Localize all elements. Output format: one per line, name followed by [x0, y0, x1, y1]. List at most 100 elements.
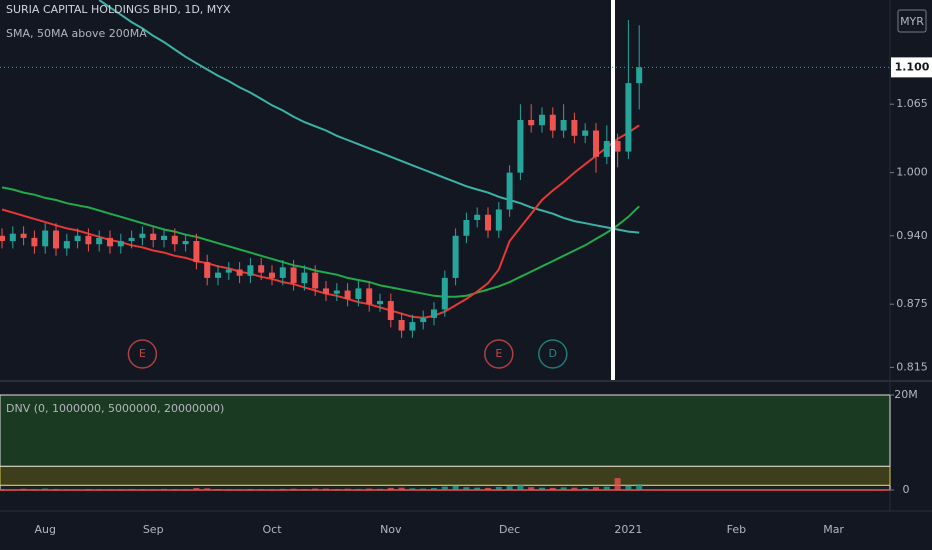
event-marker-label: E [139, 347, 146, 360]
candle-body [258, 265, 265, 273]
volume-bar [258, 489, 265, 490]
volume-bar [506, 486, 513, 490]
candle-body [398, 320, 405, 331]
volume-bar [409, 488, 416, 490]
candle-body [215, 272, 221, 278]
volume-bar [42, 488, 49, 490]
candle-body [506, 172, 513, 210]
volume-bar [636, 484, 643, 490]
volume-bar [441, 486, 448, 490]
y-tick-label: 1.065 [896, 97, 928, 110]
volume-bar [63, 489, 70, 490]
volume-bar [204, 488, 211, 490]
volume-bar [236, 489, 243, 490]
volume-bar [85, 489, 92, 490]
candle-body [377, 301, 383, 305]
volume-bar [107, 489, 113, 490]
volume-bar [117, 489, 124, 490]
candle-body [128, 237, 135, 242]
candle-body [301, 272, 308, 284]
volume-bar [53, 488, 59, 490]
candle-body [560, 120, 567, 131]
x-tick-label: Feb [727, 523, 746, 536]
candle-body [539, 114, 545, 126]
candle-body [463, 220, 470, 236]
volume-bar [366, 488, 373, 490]
candle-body [625, 83, 632, 152]
candle-body [431, 309, 437, 318]
x-tick-label: Oct [262, 523, 282, 536]
candle-body [0, 235, 5, 242]
x-tick-label: Sep [143, 523, 164, 536]
volume-bar [225, 489, 232, 490]
currency-box [897, 9, 927, 33]
candle-body [139, 233, 146, 238]
candle-body [171, 235, 178, 245]
candle-body [20, 233, 27, 238]
volume-bar [31, 489, 38, 490]
candle-body [571, 120, 578, 136]
volume-bar [96, 489, 103, 490]
volume-bar [420, 488, 427, 490]
volume-bar [495, 486, 502, 490]
candle-body [344, 290, 351, 299]
volume-bar [452, 485, 459, 490]
volume-bar [9, 489, 16, 490]
volume-bar [344, 488, 351, 490]
event-marker-label: E [495, 347, 502, 360]
candle-body [31, 237, 38, 247]
volume-bar [603, 486, 610, 490]
volume-bar [528, 487, 535, 490]
candle-body [495, 209, 502, 231]
candle-body [290, 267, 297, 284]
volume-bar [539, 487, 545, 490]
candle-body [474, 214, 481, 220]
dnv-band [0, 465, 891, 486]
moving-average [1, 186, 640, 298]
volume-bar [614, 478, 621, 490]
x-tick-label: Mar [823, 523, 844, 536]
x-tick-label: Aug [34, 523, 55, 536]
candle-body [247, 265, 254, 276]
candle-body [182, 241, 189, 245]
candle-body [528, 120, 535, 126]
event-marker [484, 339, 514, 369]
volume-bar [279, 488, 286, 490]
volume-bar [485, 487, 491, 490]
candle-body [603, 141, 610, 157]
volume-bar [171, 489, 178, 490]
chart-title: SURIA CAPITAL HOLDINGS BHD, 1D, MYX [6, 3, 231, 16]
candle-body [485, 214, 491, 231]
last-price-box [891, 57, 932, 78]
volume-bar [560, 487, 567, 490]
candle-body [204, 262, 211, 278]
volume-bar [193, 488, 200, 490]
candle-body [636, 67, 643, 84]
volume-bar [290, 488, 297, 490]
event-marker-label: D [549, 347, 557, 360]
volume-tick-label: 0 [903, 483, 910, 496]
candle-body [193, 241, 200, 263]
volume-bar [355, 488, 362, 490]
volume-bar [593, 487, 599, 490]
volume-bar [625, 485, 632, 490]
candle-body [323, 288, 329, 294]
volume-bar [247, 488, 254, 490]
candle-body [9, 233, 16, 242]
candle-body [42, 230, 49, 247]
candle-body [161, 235, 167, 240]
candle-body [236, 269, 243, 276]
volume-bar [128, 489, 135, 490]
candle-body [517, 120, 524, 173]
candle-body [279, 267, 286, 278]
indicator-label: SMA, 50MA above 200MA [6, 27, 147, 40]
candle-body [593, 130, 599, 157]
volume-bar [301, 489, 308, 490]
y-tick-label: 0.815 [896, 360, 928, 373]
candle-body [312, 272, 319, 289]
candle-body [269, 272, 275, 278]
candle-body [85, 235, 92, 245]
volume-bar [377, 488, 383, 490]
volume-bar [582, 488, 589, 490]
